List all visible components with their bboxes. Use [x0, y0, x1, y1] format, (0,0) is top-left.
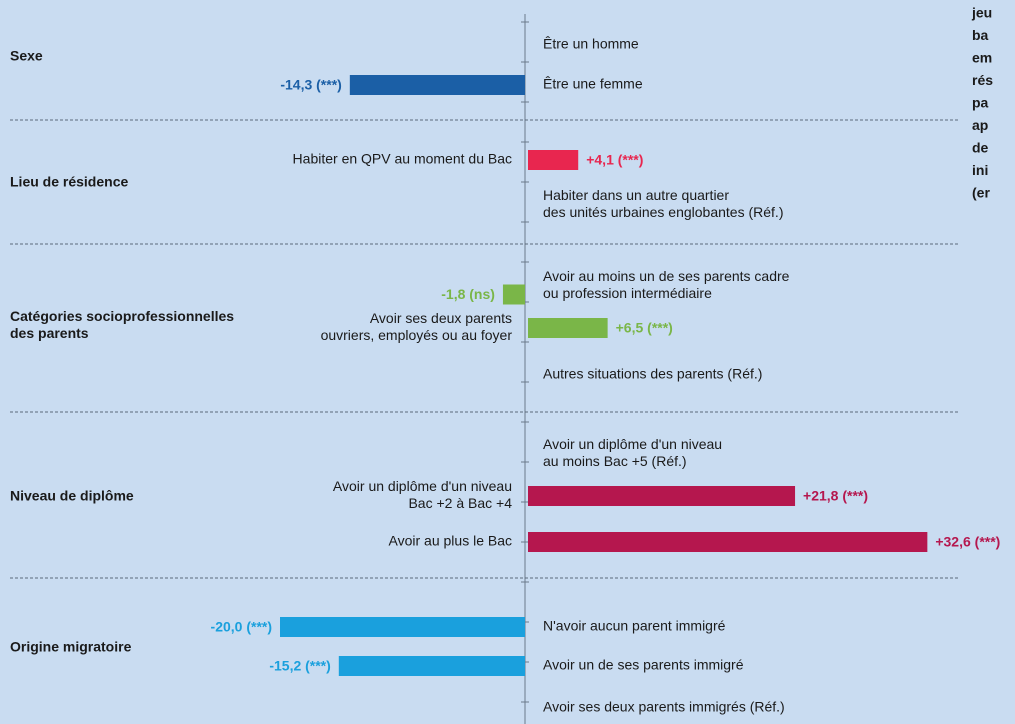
- row-label: des unités urbaines englobantes (Réf.): [543, 204, 783, 220]
- note-line: jeu: [971, 5, 992, 21]
- row-label: Avoir au plus le Bac: [389, 533, 512, 549]
- row-label: Avoir un de ses parents immigré: [543, 657, 744, 673]
- bar: [528, 318, 608, 338]
- row-label: au moins Bac +5 (Réf.): [543, 453, 687, 469]
- value-label: +21,8 (***): [803, 488, 868, 504]
- row-label: Avoir au moins un de ses parents cadre: [543, 268, 790, 284]
- row-label: Autres situations des parents (Réf.): [543, 366, 762, 382]
- group-label: Lieu de résidence: [10, 174, 128, 190]
- value-label: +32,6 (***): [935, 534, 1000, 550]
- row-label: Avoir ses deux parents: [370, 310, 512, 326]
- value-label: -14,3 (***): [280, 77, 341, 93]
- row-label: ou profession intermédiaire: [543, 285, 712, 301]
- note-line: ap: [972, 117, 988, 133]
- note-line: ba: [972, 27, 989, 43]
- row-label: N'avoir aucun parent immigré: [543, 618, 726, 634]
- bar: [280, 617, 525, 637]
- group-label: Origine migratoire: [10, 639, 132, 655]
- note-line: (er: [972, 185, 990, 201]
- row-label: Être une femme: [543, 76, 643, 92]
- row-label: Être un homme: [543, 36, 639, 52]
- bar: [528, 532, 928, 552]
- group-label: Niveau de diplôme: [10, 488, 134, 504]
- note-line: pa: [972, 95, 989, 111]
- group-label: Catégories socioprofessionnelles: [10, 308, 234, 324]
- value-label: +4,1 (***): [586, 152, 643, 168]
- row-label: Habiter en QPV au moment du Bac: [293, 151, 512, 167]
- bar: [528, 150, 579, 170]
- row-label: Avoir ses deux parents immigrés (Réf.): [543, 699, 785, 715]
- row-label: Avoir un diplôme d'un niveau: [333, 478, 512, 494]
- note-line: de: [972, 140, 989, 156]
- value-label: -1,8 (ns): [441, 286, 495, 302]
- note-line: rés: [972, 72, 993, 88]
- bar: [528, 486, 796, 506]
- group-label: des parents: [10, 325, 89, 341]
- bar: [502, 284, 525, 305]
- note-line: em: [972, 50, 992, 66]
- value-label: +6,5 (***): [616, 320, 673, 336]
- row-label: Bac +2 à Bac +4: [408, 495, 512, 511]
- bar: [338, 656, 525, 676]
- value-label: -15,2 (***): [269, 658, 330, 674]
- note-line: ini: [972, 162, 988, 178]
- bar: [349, 75, 525, 95]
- row-label: Avoir un diplôme d'un niveau: [543, 436, 722, 452]
- value-label: -20,0 (***): [211, 619, 272, 635]
- row-label: ouvriers, employés ou au foyer: [321, 327, 513, 343]
- group-label: Sexe: [10, 48, 43, 64]
- row-label: Habiter dans un autre quartier: [543, 187, 729, 203]
